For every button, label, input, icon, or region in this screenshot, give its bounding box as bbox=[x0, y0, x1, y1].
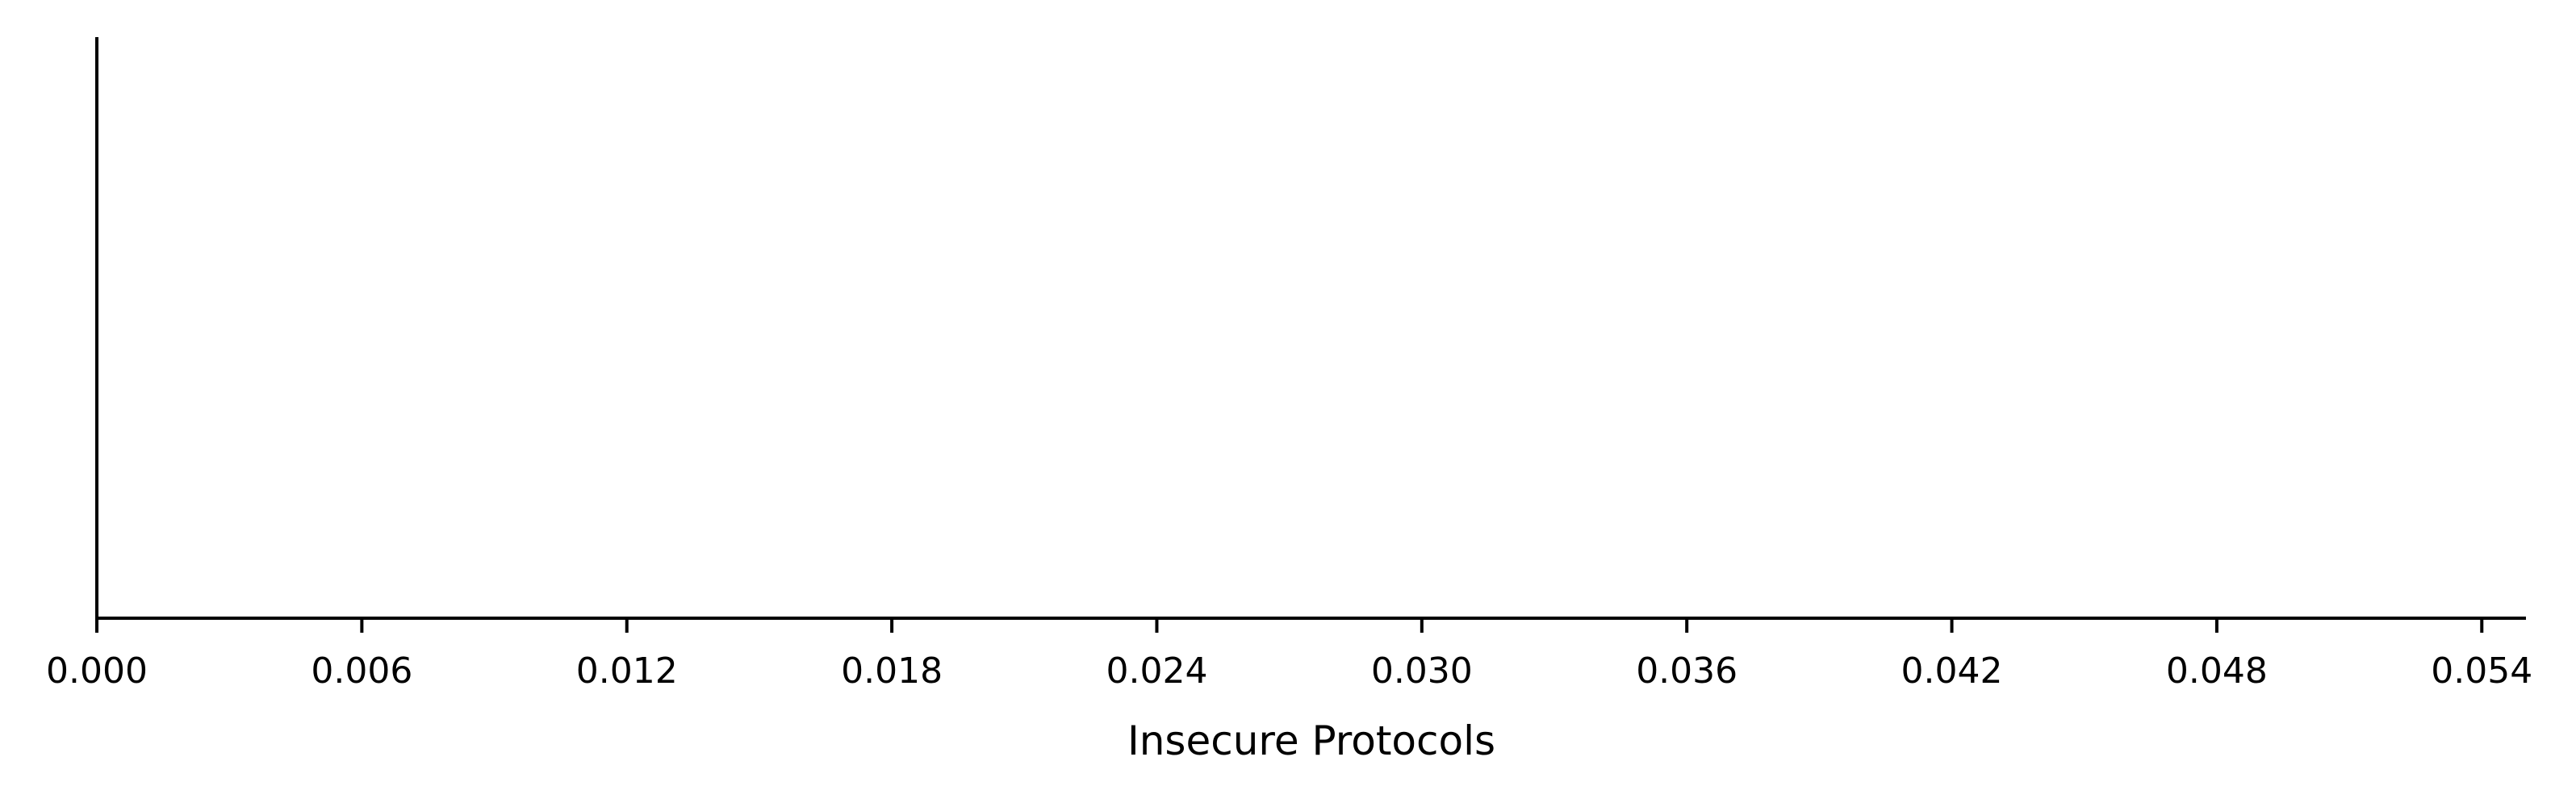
x-tick-label: 0.000 bbox=[46, 650, 148, 692]
x-tick-label: 0.018 bbox=[841, 650, 943, 692]
x-tick-label: 0.030 bbox=[1371, 650, 1473, 692]
x-axis-label: Insecure Protocols bbox=[1127, 717, 1495, 764]
x-tick-label: 0.054 bbox=[2431, 650, 2532, 692]
x-tick-label: 0.012 bbox=[576, 650, 678, 692]
x-tick-label: 0.006 bbox=[311, 650, 412, 692]
x-tick-label: 0.036 bbox=[1636, 650, 1738, 692]
x-tick-label: 0.024 bbox=[1106, 650, 1207, 692]
x-tick-label: 0.042 bbox=[1901, 650, 2003, 692]
x-axis-ticks bbox=[95, 618, 2484, 633]
x-tick-label: 0.048 bbox=[2166, 650, 2268, 692]
x-axis-tick-labels: 0.000 0.006 0.012 0.018 0.024 0.030 0.036 0.042… bbox=[46, 650, 2532, 692]
